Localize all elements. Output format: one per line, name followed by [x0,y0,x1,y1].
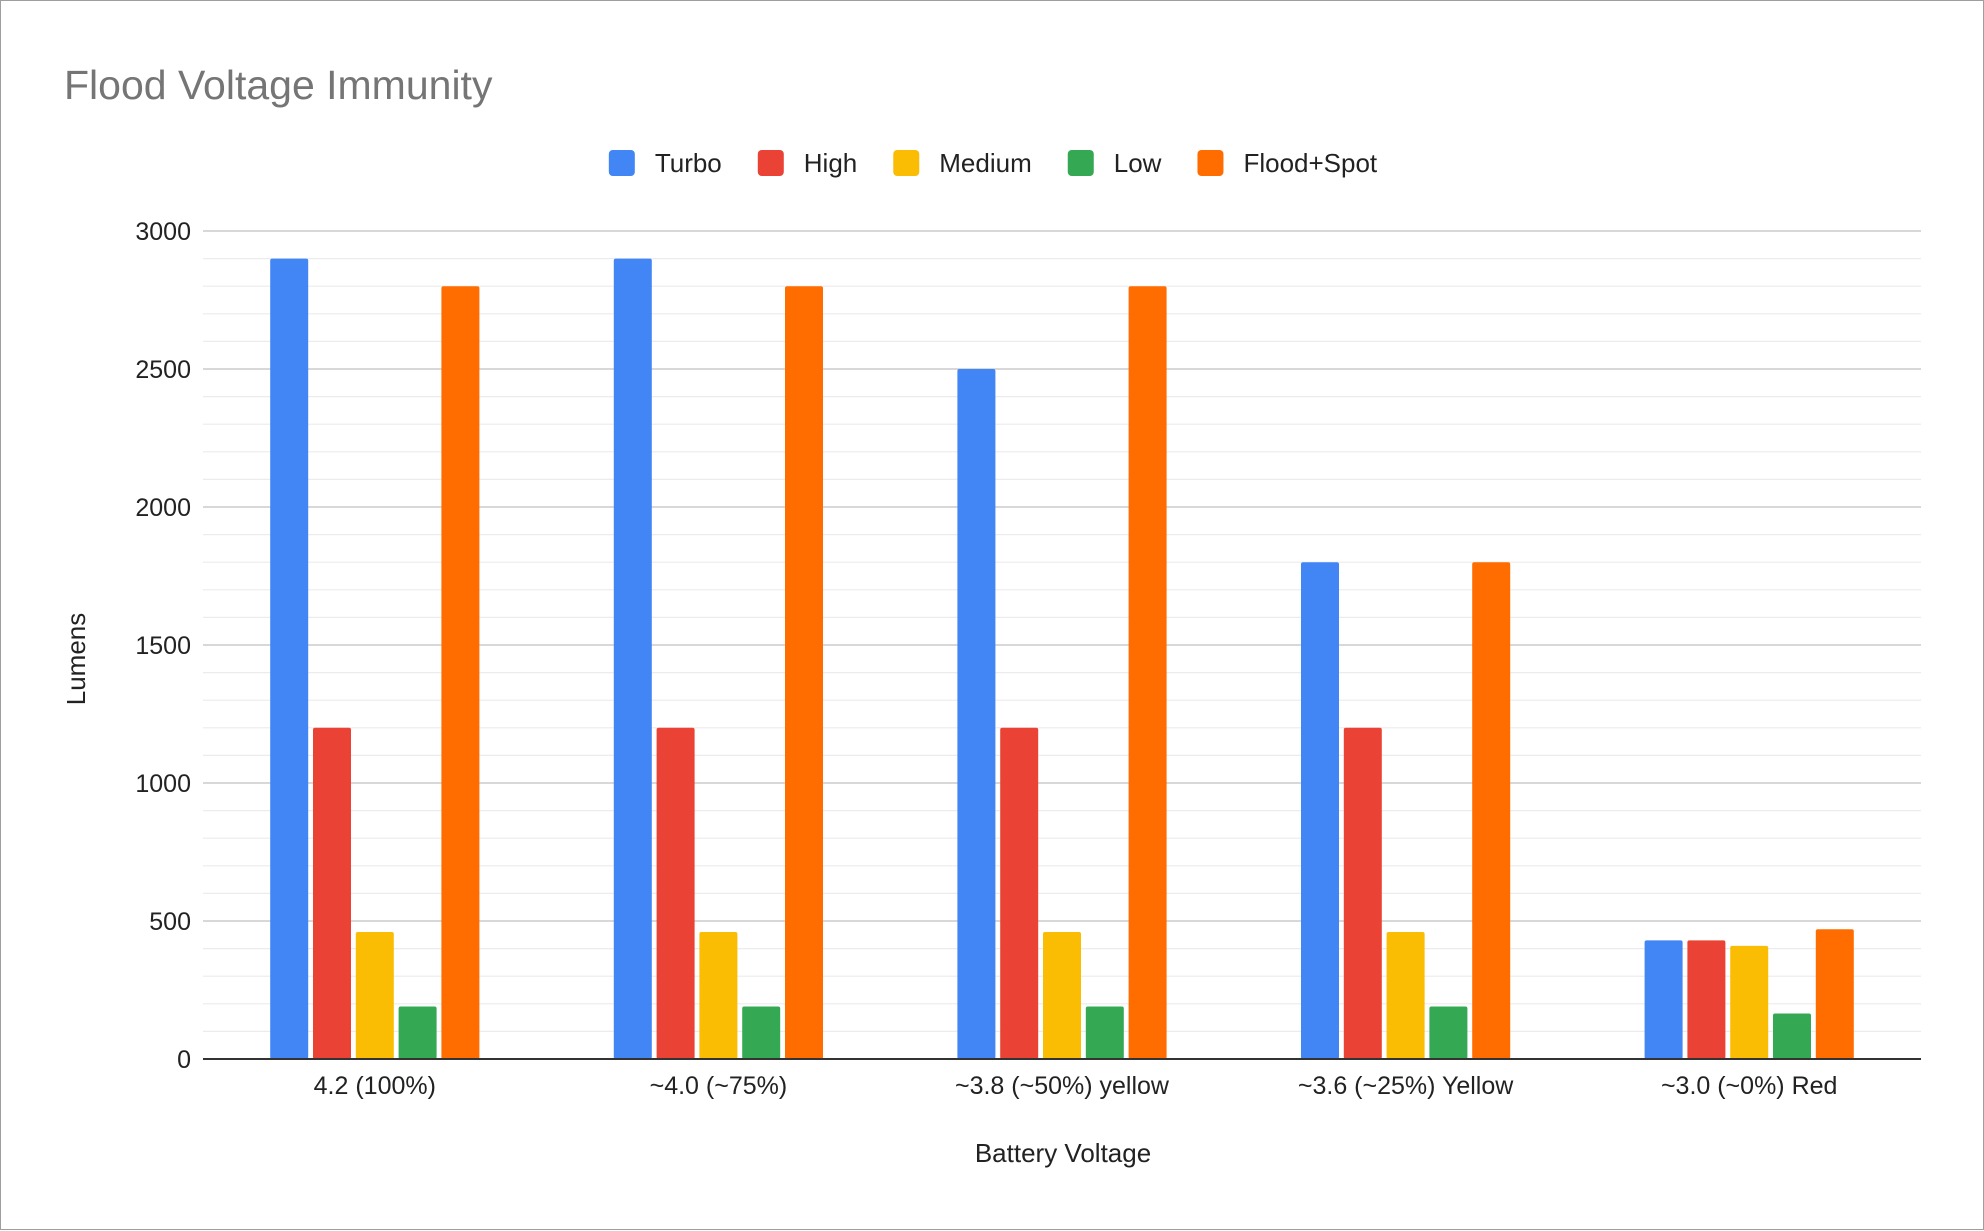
bar-low-4 [1429,1006,1468,1059]
x-tick-label: 4.2 (100%) [314,1072,436,1100]
bar-flood-spot-2 [785,286,823,1059]
legend-label-flood-spot: Flood+Spot [1243,148,1377,178]
y-tick-label: 2000 [135,494,191,522]
bar-flood-spot-3 [1128,286,1167,1059]
bar-medium-2 [699,932,738,1059]
y-tick-label: 0 [177,1046,191,1074]
bar-turbo-5 [1644,940,1683,1059]
bar-low-3 [1085,1006,1124,1059]
bar-high-1 [313,727,351,1059]
bar-flood-spot-1 [441,286,480,1059]
legend: Turbo High Medium Low Flood+Spot [608,148,1378,178]
legend-swatch-medium [893,150,920,176]
legend-swatch-turbo [608,150,635,176]
legend-swatch-flood-spot [1197,150,1224,176]
x-tick-label: ~3.6 (~25%) Yellow [1298,1072,1514,1100]
y-tick-label: 1000 [135,770,191,798]
x-tick-label: ~3.8 (~50%) yellow [955,1072,1170,1100]
x-axis-ticks: 4.2 (100%) ~4.0 (~75%) ~3.8 (~50%) yellow ~… [314,1072,1838,1100]
legend-label-low: Low [1114,148,1162,178]
bar-medium-1 [355,932,394,1059]
y-axis-ticks: 0 500 1000 1500 2000 2500 3000 [135,218,191,1074]
legend-label-turbo: Turbo [655,148,722,178]
y-tick-label: 1500 [135,632,191,660]
bar-turbo-2 [613,258,652,1060]
bar-medium-4 [1386,932,1425,1059]
y-axis-title: Lumens [61,613,91,706]
bar-medium-5 [1730,945,1769,1059]
bar-high-4 [1343,727,1382,1059]
bar-turbo-1 [270,258,309,1060]
x-tick-label: ~3.0 (~0%) Red [1661,1072,1838,1100]
bar-low-1 [398,1006,437,1059]
y-tick-label: 500 [149,908,191,936]
bars [270,258,1854,1060]
bar-turbo-4 [1301,562,1339,1059]
bar-low-2 [742,1006,781,1059]
legend-label-high: High [804,148,857,178]
legend-swatch-high [757,150,784,176]
bar-turbo-3 [957,369,996,1059]
bar-low-5 [1773,1013,1811,1059]
bar-high-5 [1687,940,1726,1059]
y-tick-label: 3000 [135,218,191,246]
legend-swatch-low [1067,150,1094,176]
bar-medium-3 [1043,932,1081,1059]
x-axis-title: Battery Voltage [975,1138,1151,1168]
x-tick-label: ~4.0 (~75%) [650,1072,788,1100]
bar-flood-spot-4 [1472,562,1511,1059]
chart-title: Flood Voltage Immunity [64,62,493,108]
legend-label-medium: Medium [939,148,1031,178]
y-tick-label: 2500 [135,356,191,384]
gridlines [203,230,1921,1033]
bar-flood-spot-5 [1815,929,1854,1059]
bar-high-3 [1000,727,1039,1059]
bar-high-2 [656,727,695,1059]
